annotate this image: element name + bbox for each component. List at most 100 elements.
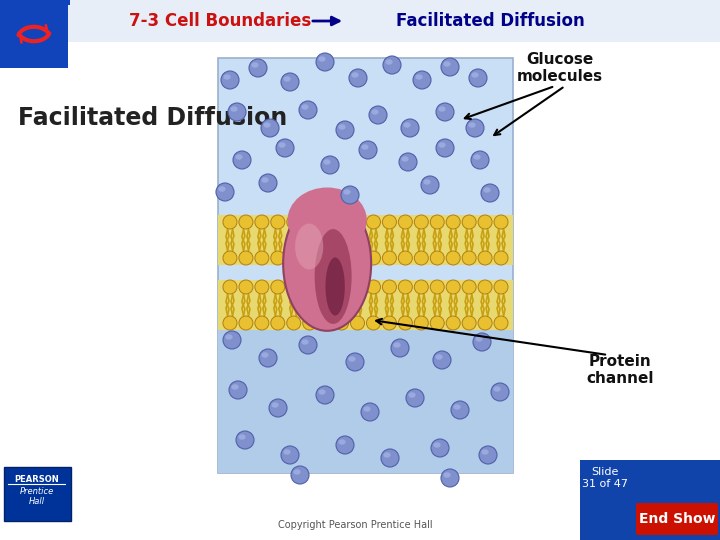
Ellipse shape <box>261 177 269 183</box>
Circle shape <box>446 251 460 265</box>
Circle shape <box>359 141 377 159</box>
Ellipse shape <box>238 434 246 440</box>
Ellipse shape <box>403 122 410 127</box>
Circle shape <box>336 436 354 454</box>
Circle shape <box>255 280 269 294</box>
Ellipse shape <box>408 392 415 397</box>
Circle shape <box>414 215 428 229</box>
Ellipse shape <box>438 106 446 112</box>
Circle shape <box>473 333 491 351</box>
Ellipse shape <box>223 75 230 80</box>
FancyBboxPatch shape <box>636 503 718 535</box>
Circle shape <box>481 184 499 202</box>
Circle shape <box>233 151 251 169</box>
Circle shape <box>335 280 348 294</box>
Circle shape <box>223 280 237 294</box>
Circle shape <box>436 103 454 121</box>
Circle shape <box>399 153 417 171</box>
Circle shape <box>316 53 334 71</box>
Ellipse shape <box>218 186 225 192</box>
Circle shape <box>335 316 348 330</box>
Circle shape <box>431 316 444 330</box>
Circle shape <box>431 280 444 294</box>
Circle shape <box>382 215 397 229</box>
Circle shape <box>271 316 285 330</box>
Ellipse shape <box>474 154 481 160</box>
FancyBboxPatch shape <box>0 460 720 540</box>
Ellipse shape <box>493 386 500 391</box>
Circle shape <box>431 251 444 265</box>
Circle shape <box>398 215 413 229</box>
Text: Prentice: Prentice <box>20 487 54 496</box>
Text: Facilitated Diffusion: Facilitated Diffusion <box>18 106 287 130</box>
Circle shape <box>391 339 409 357</box>
Circle shape <box>462 251 476 265</box>
Circle shape <box>259 174 277 192</box>
Ellipse shape <box>295 224 323 269</box>
Ellipse shape <box>323 159 330 165</box>
Circle shape <box>287 251 301 265</box>
Circle shape <box>478 251 492 265</box>
Ellipse shape <box>338 440 346 445</box>
Ellipse shape <box>454 404 461 410</box>
Ellipse shape <box>271 402 279 408</box>
Circle shape <box>319 215 333 229</box>
Circle shape <box>366 251 380 265</box>
Ellipse shape <box>402 156 409 161</box>
Circle shape <box>431 439 449 457</box>
Ellipse shape <box>343 190 351 195</box>
Ellipse shape <box>351 72 359 78</box>
Circle shape <box>223 215 237 229</box>
Circle shape <box>271 251 285 265</box>
FancyBboxPatch shape <box>0 0 68 68</box>
Circle shape <box>255 215 269 229</box>
Circle shape <box>341 186 359 204</box>
Circle shape <box>494 251 508 265</box>
Ellipse shape <box>433 442 441 448</box>
Ellipse shape <box>385 59 392 65</box>
Ellipse shape <box>261 352 269 357</box>
Circle shape <box>494 280 508 294</box>
Ellipse shape <box>444 62 451 67</box>
Circle shape <box>8 8 60 60</box>
Circle shape <box>494 316 508 330</box>
FancyBboxPatch shape <box>4 467 71 521</box>
Ellipse shape <box>483 187 490 193</box>
Ellipse shape <box>284 76 291 82</box>
Ellipse shape <box>348 356 356 362</box>
Circle shape <box>382 280 397 294</box>
Circle shape <box>451 401 469 419</box>
Circle shape <box>316 386 334 404</box>
Ellipse shape <box>436 354 443 360</box>
Circle shape <box>441 469 459 487</box>
Circle shape <box>441 58 459 76</box>
Circle shape <box>281 446 299 464</box>
FancyBboxPatch shape <box>218 280 513 330</box>
Text: 7-3 Cell Boundaries: 7-3 Cell Boundaries <box>129 12 311 30</box>
Circle shape <box>433 351 451 369</box>
Circle shape <box>478 280 492 294</box>
Circle shape <box>335 215 348 229</box>
Ellipse shape <box>230 106 238 112</box>
Circle shape <box>491 383 509 401</box>
Circle shape <box>271 215 285 229</box>
Circle shape <box>494 215 508 229</box>
Circle shape <box>436 139 454 157</box>
Ellipse shape <box>302 339 309 345</box>
Text: PEARSON: PEARSON <box>14 475 59 483</box>
Text: Protein
channel: Protein channel <box>586 354 654 386</box>
Circle shape <box>221 71 239 89</box>
Circle shape <box>302 316 317 330</box>
Circle shape <box>255 316 269 330</box>
Circle shape <box>255 251 269 265</box>
Circle shape <box>366 316 380 330</box>
Circle shape <box>319 280 333 294</box>
Ellipse shape <box>372 109 379 114</box>
Circle shape <box>223 316 237 330</box>
Circle shape <box>401 119 419 137</box>
FancyBboxPatch shape <box>218 215 513 265</box>
Ellipse shape <box>294 469 301 475</box>
Ellipse shape <box>279 143 286 148</box>
Circle shape <box>229 381 247 399</box>
Circle shape <box>351 215 364 229</box>
